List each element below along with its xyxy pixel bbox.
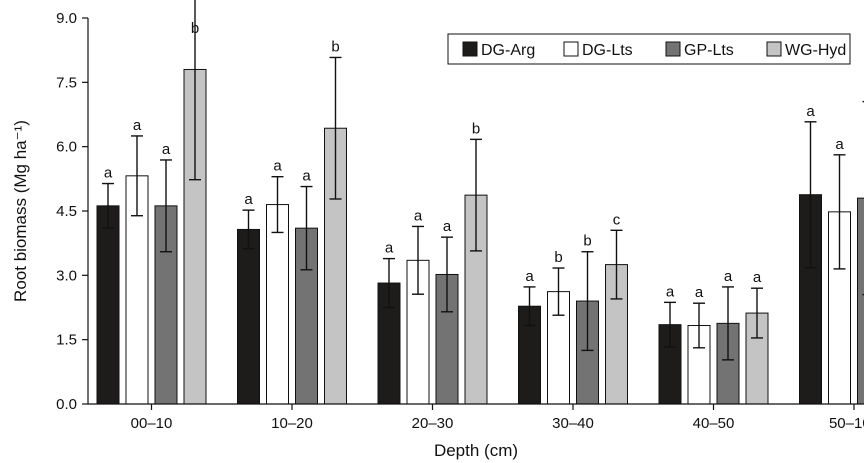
significance-letter: a bbox=[806, 103, 815, 120]
bar bbox=[266, 204, 289, 405]
legend-items: DG-Arg DG-Lts GP-Lts WG-Hyd bbox=[462, 41, 846, 59]
significance-letter: b bbox=[554, 249, 562, 266]
legend-swatch bbox=[665, 41, 681, 57]
significance-letter: b bbox=[331, 38, 339, 55]
legend: DG-Arg DG-Lts GP-Lts WG-Hyd bbox=[447, 33, 851, 65]
legend-label: DG-Arg bbox=[481, 42, 535, 59]
significance-letter: a bbox=[273, 158, 282, 175]
significance-letter: a bbox=[835, 136, 844, 153]
x-tick-label: 00–10 bbox=[131, 415, 173, 432]
bars-layer bbox=[96, 68, 864, 405]
significance-letter: a bbox=[443, 218, 452, 235]
y-tick-label: 7.5 bbox=[56, 74, 77, 91]
x-tick-label: 20–30 bbox=[412, 415, 454, 432]
y-tick-label: 4.5 bbox=[56, 203, 77, 220]
bar bbox=[237, 228, 260, 405]
significance-letter: b bbox=[472, 120, 480, 137]
legend-label: WG-Hyd bbox=[785, 42, 846, 59]
y-tick-label: 6.0 bbox=[56, 139, 77, 156]
bar bbox=[857, 197, 864, 405]
y-ticks: 0.0 1.5 3.0 4.5 6.0 7.5 9.0 bbox=[56, 10, 88, 413]
x-tick-label: 40–50 bbox=[693, 415, 735, 432]
significance-letter: a bbox=[133, 117, 142, 134]
x-axis: 00–10 10–20 20–30 30–40 40–50 50–100 bbox=[88, 403, 864, 432]
legend-swatch bbox=[563, 41, 579, 57]
bar bbox=[96, 205, 120, 405]
significance-letter: a bbox=[666, 283, 675, 300]
significance-letter: b bbox=[191, 20, 199, 37]
x-tick-label: 30–40 bbox=[552, 415, 594, 432]
significance-letters-layer: aaabaaabaaababbcaaaaaaaa bbox=[104, 20, 845, 301]
legend-box bbox=[447, 33, 851, 65]
significance-letter: b bbox=[583, 233, 591, 250]
significance-letter: a bbox=[695, 284, 704, 301]
significance-letter: a bbox=[302, 168, 311, 185]
y-tick-label: 3.0 bbox=[56, 267, 77, 284]
legend-label: DG-Lts bbox=[582, 42, 633, 59]
y-tick-label: 0.0 bbox=[56, 396, 77, 413]
y-axis-label: Root biomass (Mg ha⁻¹) bbox=[11, 120, 30, 302]
significance-letter: c bbox=[613, 211, 621, 228]
significance-letter: a bbox=[244, 191, 253, 208]
legend-swatch bbox=[462, 41, 478, 57]
y-tick-label: 9.0 bbox=[56, 10, 77, 27]
error-bars-layer bbox=[102, 0, 864, 361]
significance-letter: a bbox=[104, 165, 113, 182]
x-tick-label: 10–20 bbox=[271, 415, 313, 432]
y-tick-label: 1.5 bbox=[56, 332, 77, 349]
significance-letter: a bbox=[525, 268, 534, 285]
legend-swatch bbox=[766, 41, 782, 57]
x-ticks: 00–10 10–20 20–30 30–40 40–50 50–100 bbox=[131, 404, 864, 432]
significance-letter: a bbox=[724, 268, 733, 285]
legend-label: GP-Lts bbox=[684, 42, 734, 59]
y-axis: 0.0 1.5 3.0 4.5 6.0 7.5 9.0 bbox=[56, 10, 89, 413]
significance-letter: a bbox=[414, 207, 423, 224]
x-tick-label: 50–100 bbox=[829, 415, 864, 432]
significance-letter: a bbox=[385, 240, 394, 257]
x-axis-label: Depth (cm) bbox=[434, 441, 518, 460]
significance-letter: a bbox=[753, 269, 762, 286]
significance-letter: a bbox=[162, 141, 171, 158]
